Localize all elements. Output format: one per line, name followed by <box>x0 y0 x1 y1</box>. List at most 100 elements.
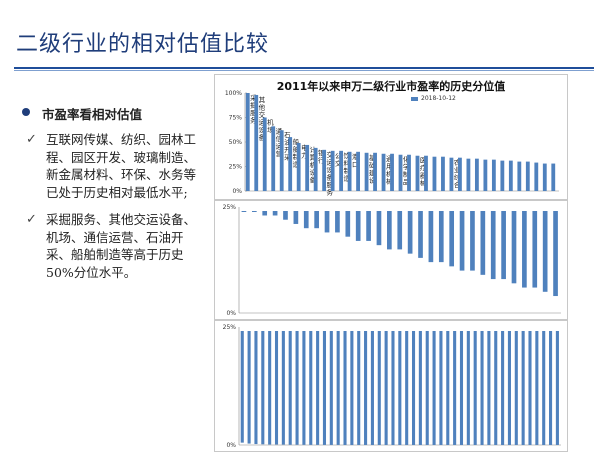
bar <box>553 211 558 297</box>
bar <box>330 150 335 191</box>
bar <box>438 211 444 263</box>
bar-label: 力 <box>301 150 308 159</box>
bar <box>449 211 455 267</box>
bar <box>459 331 464 445</box>
bar <box>491 159 496 191</box>
bar <box>350 331 354 445</box>
bar <box>474 158 479 191</box>
bar <box>261 331 265 445</box>
bar-label: 务 <box>327 187 334 196</box>
bar-label: 其 <box>259 96 266 104</box>
bar-label: 算 <box>310 152 317 161</box>
bar-label: 舶 <box>293 145 300 154</box>
bar-label: 器 <box>420 172 427 180</box>
bar <box>418 331 422 445</box>
bar <box>528 331 532 445</box>
y-tick-label: 25% <box>229 164 243 171</box>
y-tick-label: 0% <box>232 188 242 195</box>
bar-label: 械 <box>420 178 427 187</box>
bar <box>517 161 522 191</box>
bar-label: 造 <box>293 160 300 169</box>
bar <box>240 331 244 443</box>
bar <box>507 331 511 445</box>
bar <box>458 157 462 191</box>
bar <box>373 152 377 191</box>
bar <box>322 331 327 445</box>
bar <box>432 331 436 445</box>
bar <box>425 331 429 445</box>
bar <box>296 142 301 191</box>
bar <box>466 158 471 191</box>
checkmark-icon: ✓ <box>26 132 37 147</box>
sub-bullet-1-text: 互联网传媒、纺织、园林工程、园区开发、玻璃制造、新金属材料、环保、水务等已处于历… <box>46 132 197 200</box>
bar-label: 基 <box>369 153 376 162</box>
bar-label: 备 <box>310 175 317 184</box>
bar <box>415 155 420 191</box>
bar-label: 船 <box>293 137 300 146</box>
bar <box>339 150 344 191</box>
bar <box>428 211 434 263</box>
bar <box>466 331 470 445</box>
bar <box>324 211 330 233</box>
bar <box>314 211 319 229</box>
bar-label: 计 <box>310 145 317 154</box>
left-text-panel: 市盈率看相对估值 ✓ 互联网传媒、纺织、园林工程、园区开发、玻璃制造、新金属材料… <box>20 104 198 291</box>
bar <box>424 155 428 191</box>
bar-label: 运 <box>327 158 334 166</box>
main-bullet: 市盈率看相对估值 <box>20 104 198 123</box>
bar <box>355 211 361 241</box>
bar <box>283 211 288 220</box>
bar-label: 通 <box>386 154 393 163</box>
bar <box>254 331 258 445</box>
bar-label: 设 <box>310 167 317 176</box>
bar-label: 交 <box>259 110 266 119</box>
legend-label: 2018-10-12 <box>421 95 456 102</box>
title-rule <box>14 67 594 69</box>
bar <box>487 331 491 445</box>
bar-label: 电 <box>301 143 308 152</box>
bar <box>357 331 361 445</box>
bar <box>356 151 360 191</box>
bar <box>345 211 351 237</box>
bar-label: 油 <box>284 138 291 147</box>
bar-label: 场 <box>267 125 274 134</box>
bar <box>398 331 402 445</box>
bar-label: 农 <box>454 158 461 167</box>
bar <box>335 211 340 233</box>
bar-label: 品 <box>403 178 410 186</box>
title-rule-thin <box>14 70 594 71</box>
chart1-title: 2011年以来申万二级行业市盈率的历史分位值 <box>276 80 506 93</box>
y-tick-label: 50% <box>229 139 243 146</box>
chart3-svg: 25% 0% <box>223 324 561 449</box>
bar <box>398 154 403 191</box>
bar <box>336 331 340 445</box>
bar <box>281 331 285 445</box>
bar <box>262 117 267 191</box>
bar-label: 备 <box>259 132 266 141</box>
bar <box>343 331 347 445</box>
bar <box>549 331 553 445</box>
bar <box>272 211 278 216</box>
bar <box>268 331 272 445</box>
bar <box>309 331 313 445</box>
bar <box>391 331 395 445</box>
bar <box>303 211 309 229</box>
bar <box>262 211 268 216</box>
bar <box>551 163 556 191</box>
bar-label: 港 <box>352 152 359 161</box>
bar-label: 信 <box>276 134 283 143</box>
chart-panel-2: 25% 0% <box>214 200 568 320</box>
bar <box>370 331 374 445</box>
bar <box>305 144 310 191</box>
bar-label: 化 <box>403 155 410 164</box>
bar <box>366 211 371 241</box>
bar <box>329 331 333 445</box>
bar <box>480 211 486 275</box>
bar-label: 服 <box>327 181 334 189</box>
bullet-dot-icon <box>22 108 30 116</box>
y-tick-label: 25% <box>223 324 237 331</box>
bar <box>293 211 299 224</box>
bar <box>377 331 381 445</box>
bar-label: 运 <box>276 142 283 150</box>
bar <box>247 331 251 444</box>
